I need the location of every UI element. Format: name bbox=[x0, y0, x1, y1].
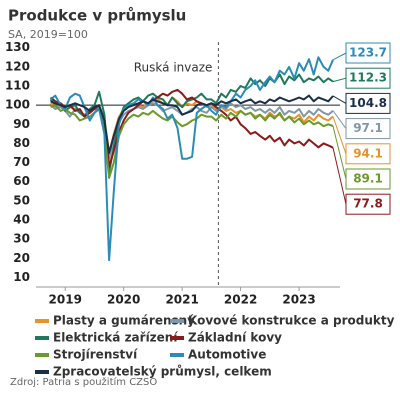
end-label: 104.8 bbox=[349, 96, 387, 110]
legend-label: Elektrická zařízení bbox=[53, 331, 178, 345]
source: Zdroj: Patria s použitím CZSO bbox=[10, 376, 157, 388]
chart-subtitle: SA, 2019=100 bbox=[8, 28, 88, 41]
leader-line bbox=[332, 147, 347, 205]
y-tick-label: 130 bbox=[5, 40, 30, 54]
x-tick-label: 2020 bbox=[107, 293, 140, 307]
end-label: 89.1 bbox=[353, 172, 383, 186]
y-tick-label: 110 bbox=[5, 79, 30, 93]
end-label: 77.8 bbox=[353, 197, 383, 211]
end-label: 94.1 bbox=[353, 146, 383, 160]
x-tick-label: 2023 bbox=[282, 293, 315, 307]
y-tick-label: 40 bbox=[13, 213, 30, 227]
y-tick-label: 30 bbox=[13, 232, 30, 246]
leader-line bbox=[332, 77, 347, 83]
end-label: 97.1 bbox=[353, 121, 383, 135]
leader-line bbox=[332, 116, 347, 154]
legend-label: Zpracovatelský průmysl, celkem bbox=[53, 365, 272, 379]
legend-label: Automotive bbox=[188, 348, 266, 362]
end-label-box bbox=[345, 67, 391, 89]
y-tick-label: 80 bbox=[13, 136, 30, 150]
y-tick-label: 90 bbox=[13, 117, 30, 131]
end-label-box bbox=[345, 168, 391, 190]
series-line bbox=[49, 73, 334, 174]
legend-label: Základní kovy bbox=[188, 331, 282, 345]
annotation-text: Ruská invaze bbox=[134, 61, 213, 75]
end-label-box bbox=[345, 42, 391, 64]
y-tick-label: 20 bbox=[13, 251, 30, 265]
x-tick-label: 2019 bbox=[49, 293, 82, 307]
y-tick-label: 60 bbox=[13, 174, 30, 188]
x-tick-label: 2022 bbox=[224, 293, 257, 307]
end-label-box bbox=[345, 92, 391, 114]
x-tick-label: 2021 bbox=[165, 293, 198, 307]
leader-line bbox=[332, 95, 347, 104]
y-tick-label: 50 bbox=[13, 193, 30, 207]
series-line bbox=[49, 56, 334, 262]
end-label-box bbox=[345, 193, 391, 215]
y-tick-label: 10 bbox=[13, 270, 30, 284]
end-label-box bbox=[345, 118, 391, 140]
chart-title: Produkce v průmyslu bbox=[8, 7, 186, 25]
y-tick-label: 100 bbox=[5, 98, 30, 112]
legend-label: Plasty a gumárensný bbox=[53, 314, 195, 328]
leader-line bbox=[332, 52, 347, 61]
end-label-box bbox=[345, 143, 391, 165]
legend-label: Kovové konstrukce a produkty bbox=[188, 314, 395, 328]
y-tick-label: 70 bbox=[13, 155, 30, 169]
end-label: 123.7 bbox=[349, 46, 387, 60]
series-line bbox=[50, 94, 334, 154]
leader-line bbox=[332, 125, 347, 180]
legend-label: Strojírenství bbox=[53, 348, 138, 362]
leader-line bbox=[332, 110, 347, 129]
end-label: 112.3 bbox=[349, 71, 387, 85]
y-tick-label: 120 bbox=[5, 59, 30, 73]
